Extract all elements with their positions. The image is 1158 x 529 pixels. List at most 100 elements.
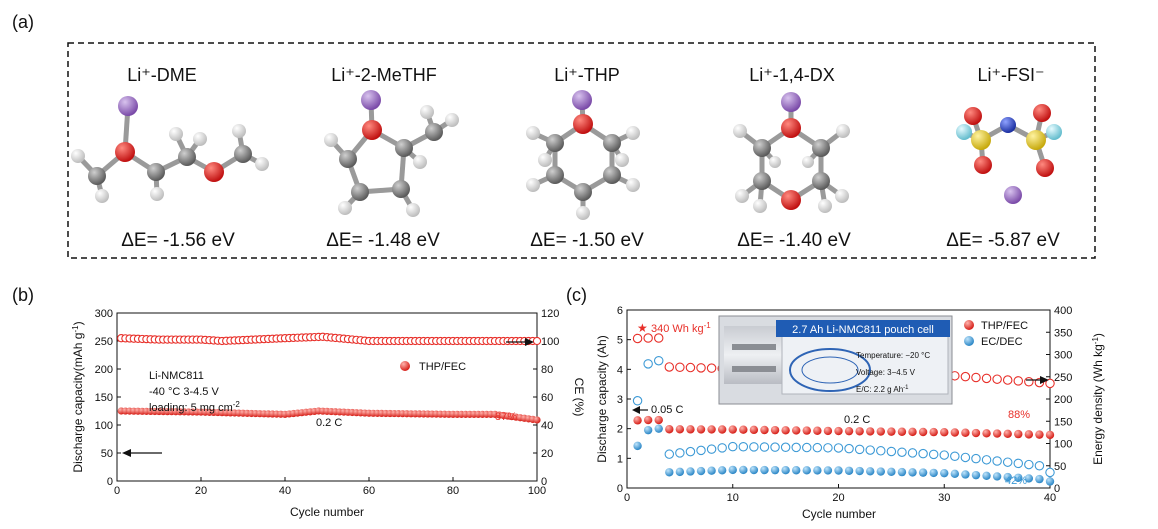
data-point	[940, 468, 949, 478]
data-point	[643, 425, 653, 435]
data-point	[844, 443, 854, 454]
series-thp-fec-right	[117, 332, 542, 346]
y2-tick-label: 120	[541, 308, 559, 320]
data-point	[866, 427, 875, 436]
data-point	[971, 372, 981, 383]
molecule-name: Li⁺-1,4-DX	[749, 65, 835, 85]
data-point	[876, 446, 886, 456]
data-point	[950, 451, 960, 462]
data-point	[749, 425, 759, 435]
panel-c-label: (c)	[566, 285, 587, 305]
data-point	[738, 441, 749, 452]
data-point	[854, 444, 865, 455]
data-point	[897, 447, 907, 457]
x-tick-label: 80	[447, 485, 459, 497]
data-point	[876, 427, 885, 436]
plot-c-retention-ec: 42%	[1005, 475, 1027, 487]
plot-b-ylabel: Discharge capacity(mAh g-1)	[71, 321, 85, 472]
data-point	[866, 467, 875, 476]
data-point	[907, 448, 918, 458]
molecule-name: Li⁺-DME	[127, 65, 197, 85]
data-point	[992, 456, 1002, 466]
plot-c-y-axis: 0 1 2 3 4 5 6	[617, 305, 631, 495]
data-point	[834, 466, 843, 475]
y2-tick-label: 0	[541, 476, 547, 488]
data-point	[939, 450, 949, 460]
series-thp-fec-left	[117, 407, 541, 424]
y-tick-label: 2	[617, 424, 623, 436]
dx-molecule-icon	[733, 92, 850, 213]
x-tick-label: 60	[363, 485, 375, 497]
data-point	[1014, 473, 1023, 482]
data-point	[929, 468, 938, 478]
data-point	[696, 466, 706, 476]
university-seal-icon	[789, 348, 871, 392]
x-tick-label: 0	[114, 485, 120, 497]
plot-c-ylabel: Discharge capacity (Ah)	[595, 335, 609, 462]
data-point	[981, 373, 992, 384]
plot-c-energy-label: 340 Wh kg-1	[651, 321, 711, 335]
data-point	[918, 448, 928, 459]
pouch-temperature: Temperature: −20 °C	[856, 351, 930, 360]
data-point	[1045, 378, 1055, 389]
data-point	[1002, 375, 1013, 385]
data-point	[675, 467, 685, 477]
x-tick-label: 20	[195, 485, 207, 497]
y2-tick-label: 60	[541, 392, 553, 404]
data-point	[897, 427, 907, 436]
data-point	[664, 362, 675, 372]
y2-tick-label: 200	[1054, 394, 1072, 406]
x-tick-label: 10	[727, 492, 739, 504]
plot-c-legend-marker-ec	[964, 336, 974, 346]
molecule-name: Li⁺-THP	[554, 65, 620, 85]
data-point	[1003, 472, 1012, 482]
binding-energy: ΔE= -1.50 eV	[530, 230, 644, 251]
data-point	[665, 468, 674, 477]
data-point	[844, 426, 854, 436]
plot-c-xlabel: Cycle number	[802, 507, 876, 521]
data-point	[961, 470, 970, 479]
y2-tick-label: 50	[1054, 461, 1066, 473]
plot-c-legend-ec: EC/DEC	[981, 336, 1023, 348]
panel-a-dashed-frame	[67, 42, 1096, 259]
data-point	[897, 467, 907, 477]
data-point	[643, 333, 653, 343]
y2-tick-label: 250	[1054, 372, 1072, 384]
data-point	[1045, 467, 1055, 478]
series-ec-dec-right	[632, 355, 1055, 478]
y-tick-label: 5	[617, 335, 623, 347]
data-point	[707, 466, 716, 475]
data-point	[791, 442, 801, 453]
data-point	[1034, 460, 1045, 471]
data-point	[665, 425, 674, 434]
data-point	[1045, 430, 1055, 440]
plot-b-retention: 87%	[495, 411, 517, 423]
molecule-card-fsi: Li⁺-FSI⁻ ΔE= -5.87 eV	[946, 65, 1062, 251]
data-point	[1035, 474, 1044, 484]
methf-molecule-icon	[324, 90, 459, 217]
y-tick-label: 1	[617, 453, 623, 465]
series-ec-dec-left	[633, 424, 1055, 486]
data-point	[1013, 458, 1024, 469]
data-point	[813, 466, 822, 475]
data-point	[823, 443, 833, 453]
data-point	[855, 466, 864, 476]
pouch-voltage: Voltage: 3−4.5 V	[856, 368, 916, 377]
panel-a-label: (a)	[12, 12, 34, 32]
data-point	[982, 471, 991, 481]
data-point	[770, 425, 780, 435]
data-point	[792, 426, 801, 435]
binding-energy: ΔE= -5.87 eV	[946, 230, 1060, 251]
pouch-cell-photo: 2.7 Ah Li-NMC811 pouch cell Temperature:…	[718, 315, 953, 405]
data-point	[685, 446, 696, 457]
arrow-right-icon	[506, 338, 534, 346]
y2-tick-label: 150	[1054, 416, 1072, 428]
data-point	[1045, 477, 1055, 486]
y-tick-label: 100	[95, 420, 113, 432]
plot-c-y2label: Energy density (Wh kg-1)	[1091, 333, 1105, 465]
plot-b-legend-marker	[400, 361, 410, 371]
arrow-left-icon	[632, 406, 648, 414]
data-point	[1024, 474, 1034, 483]
data-point	[833, 443, 844, 453]
data-point	[792, 466, 801, 475]
